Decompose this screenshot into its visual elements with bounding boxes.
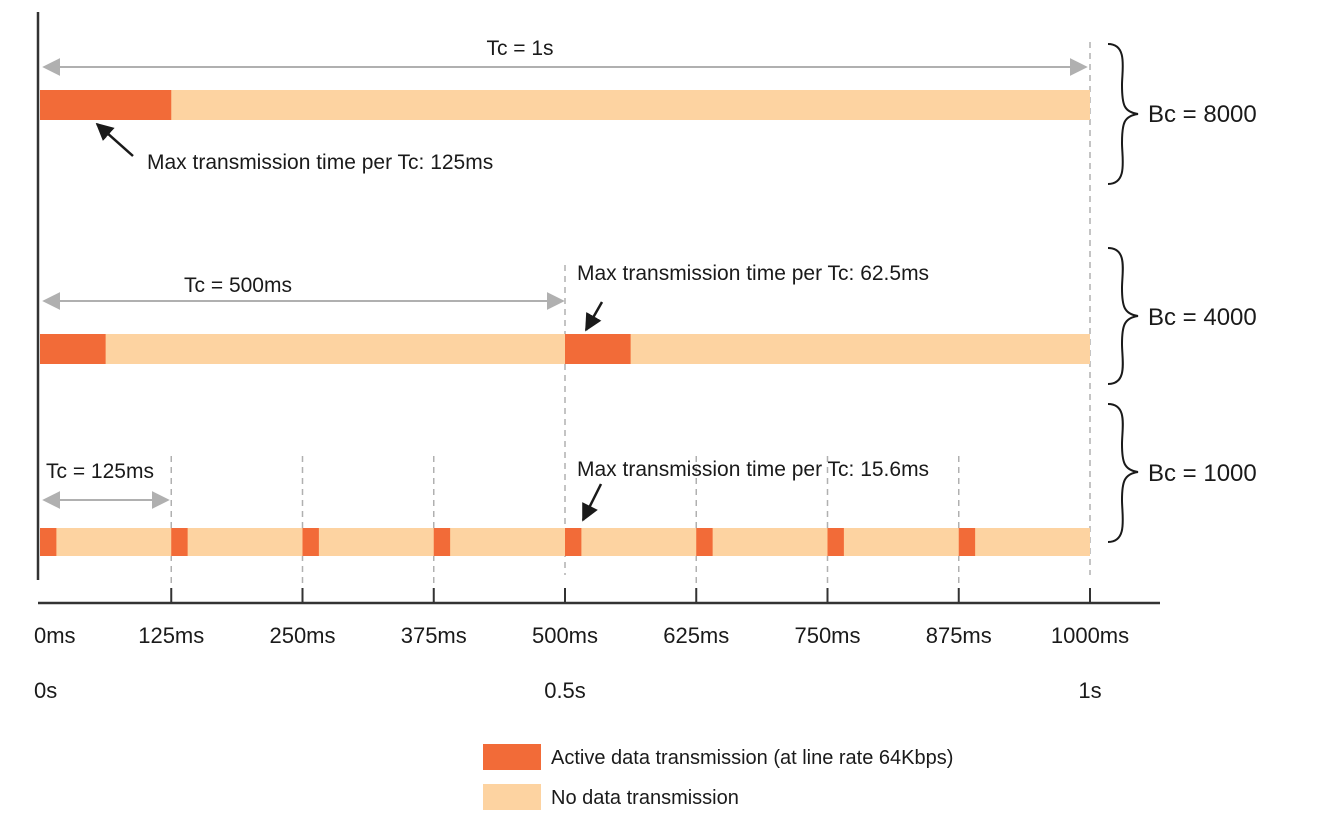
active-segment-row-1-1 (40, 90, 172, 120)
tick-label-0ms: 0ms (34, 623, 76, 648)
bc-4000-label: Bc = 4000 (1148, 304, 1257, 331)
active-segment-row-3-7 (827, 528, 844, 556)
annotation-row-1: Max transmission time per Tc: 125ms (147, 151, 493, 174)
tick-label-750ms: 750ms (794, 623, 860, 648)
tc-125ms-label: Tc = 125ms (46, 460, 154, 483)
annotation-row-3: Max transmission time per Tc: 15.6ms (577, 458, 929, 481)
active-segment-row-3-5 (565, 528, 582, 556)
tick-label-875ms: 875ms (926, 623, 992, 648)
pointer-arrow-row-3 (581, 483, 603, 522)
tick-label-500ms: 500ms (532, 623, 598, 648)
active-segment-row-3-2 (171, 528, 188, 556)
legend-idle-label: No data transmission (551, 787, 739, 809)
row-bc-4000: Tc = 500ms Max transmission time per Tc:… (40, 247, 1257, 385)
active-segment-row-2-1 (40, 334, 106, 364)
pointer-arrow-row-1 (95, 122, 134, 157)
active-segment-row-3-4 (433, 528, 451, 556)
active-segment-row-3-8 (958, 528, 976, 556)
tick-label-1000ms: 1000ms (1051, 623, 1129, 648)
legend-active-swatch (483, 744, 541, 770)
brace-bc-4000 (1107, 247, 1139, 385)
tick-label-625ms: 625ms (663, 623, 729, 648)
bar-row-2 (40, 334, 1090, 364)
active-segment-row-3-3 (302, 528, 319, 556)
axis-second-labels: 0s 0.5s 1s (34, 678, 1102, 703)
tc-1s-label: Tc = 1s (486, 37, 553, 60)
row-bc-1000: Tc = 125ms Max transmission time per Tc:… (40, 403, 1257, 556)
active-segment-row-3-6 (696, 528, 713, 556)
active-segment-row-3-1 (40, 528, 57, 556)
brace-bc-8000 (1107, 43, 1139, 185)
legend-idle-swatch (483, 784, 541, 810)
axis-tick-labels: 0ms 125ms 250ms 375ms 500ms 625ms 750ms 875ms 10… (34, 623, 1129, 648)
bar-row-1 (40, 90, 1090, 120)
bar-row-3 (40, 528, 1090, 556)
tick-label-250ms: 250ms (269, 623, 335, 648)
second-label-1000ms: 1s (1078, 678, 1101, 703)
idle-segment-row-1 (40, 90, 1090, 120)
annotation-row-2: Max transmission time per Tc: 62.5ms (577, 262, 929, 285)
second-label-0ms: 0s (34, 678, 57, 703)
axis-ticks (170, 588, 1091, 603)
tick-label-125ms: 125ms (138, 623, 204, 648)
legend: Active data transmission (at line rate 6… (483, 744, 953, 810)
bc-1000-label: Bc = 1000 (1148, 460, 1257, 487)
bc-8000-label: Bc = 8000 (1148, 101, 1257, 128)
tick-label-375ms: 375ms (401, 623, 467, 648)
row-bc-8000: Tc = 1s Max transmission time per Tc: 12… (40, 37, 1257, 185)
legend-active-label: Active data transmission (at line rate 6… (551, 747, 953, 769)
tc-500ms-label: Tc = 500ms (184, 274, 292, 297)
second-label-500ms: 0.5s (544, 678, 586, 703)
pointer-arrow-row-2 (584, 301, 604, 332)
active-segment-row-2-2 (565, 334, 631, 364)
brace-bc-1000 (1107, 403, 1139, 543)
dashed-guides (170, 42, 1091, 590)
